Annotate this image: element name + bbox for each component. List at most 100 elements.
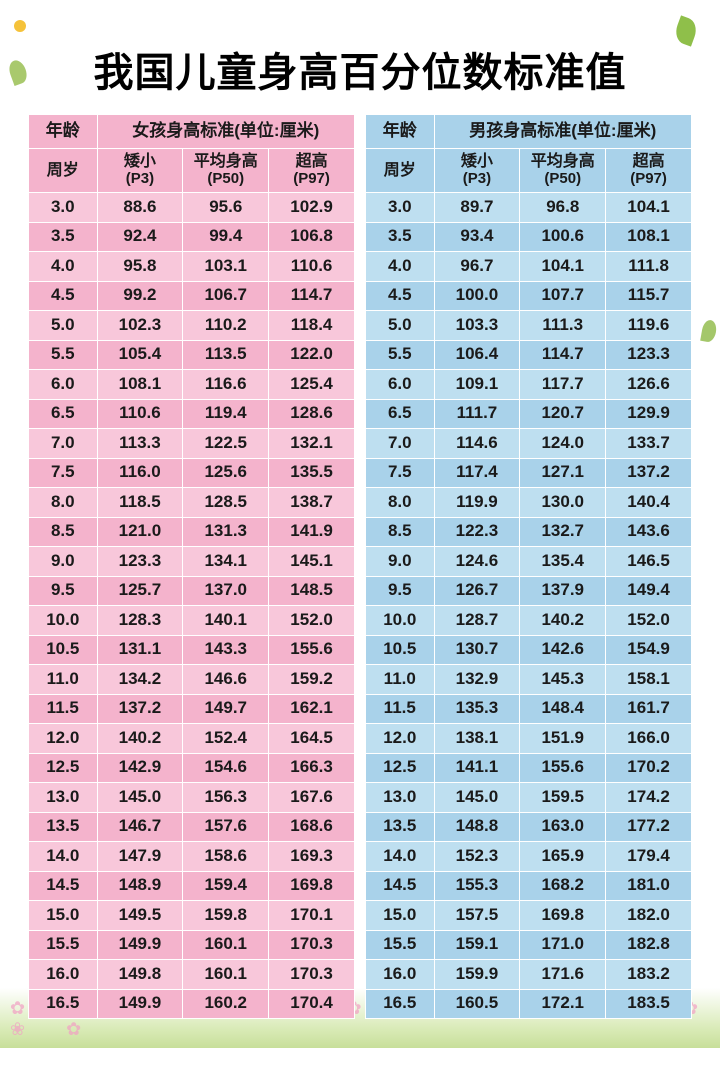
table-cell: 154.9 [606, 635, 692, 665]
table-cell: 96.8 [520, 193, 606, 223]
table-cell: 168.6 [269, 812, 355, 842]
p50-sub: (P50) [183, 171, 268, 188]
table-cell: 117.7 [520, 370, 606, 400]
table-cell: 124.6 [434, 547, 520, 577]
table-cell: 148.4 [520, 694, 606, 724]
table-cell: 164.5 [269, 724, 355, 754]
table-cell: 108.1 [606, 222, 692, 252]
table-row: 9.0123.3134.1145.1 [29, 547, 355, 577]
table-row: 7.5116.0125.6135.5 [29, 458, 355, 488]
table-cell: 12.5 [29, 753, 98, 783]
table-row: 15.0157.5169.8182.0 [366, 901, 692, 931]
table-cell: 6.0 [366, 370, 435, 400]
table-row: 10.0128.3140.1152.0 [29, 606, 355, 636]
table-cell: 16.0 [29, 960, 98, 990]
table-row: 15.5159.1171.0182.8 [366, 930, 692, 960]
table-row: 8.5122.3132.7143.6 [366, 517, 692, 547]
table-cell: 170.3 [269, 930, 355, 960]
p50-label: 平均身高 [194, 153, 258, 170]
table-cell: 160.1 [183, 960, 269, 990]
table-cell: 9.5 [366, 576, 435, 606]
table-cell: 166.0 [606, 724, 692, 754]
table-cell: 134.2 [97, 665, 183, 695]
table-cell: 161.7 [606, 694, 692, 724]
table-cell: 155.3 [434, 871, 520, 901]
boys-age-unit: 周岁 [366, 149, 435, 193]
girls-tbody: 3.088.695.6102.93.592.499.4106.84.095.81… [29, 193, 355, 1019]
table-row: 9.5125.7137.0148.5 [29, 576, 355, 606]
table-cell: 162.1 [269, 694, 355, 724]
table-cell: 9.0 [29, 547, 98, 577]
table-cell: 122.5 [183, 429, 269, 459]
table-cell: 103.3 [434, 311, 520, 341]
table-row: 6.5110.6119.4128.6 [29, 399, 355, 429]
table-cell: 168.2 [520, 871, 606, 901]
table-cell: 103.1 [183, 252, 269, 282]
table-cell: 114.7 [269, 281, 355, 311]
table-cell: 14.5 [29, 871, 98, 901]
table-cell: 148.8 [434, 812, 520, 842]
table-row: 13.5146.7157.6168.6 [29, 812, 355, 842]
table-cell: 159.9 [434, 960, 520, 990]
table-cell: 170.3 [269, 960, 355, 990]
table-cell: 141.9 [269, 517, 355, 547]
table-cell: 5.5 [29, 340, 98, 370]
table-cell: 15.0 [29, 901, 98, 931]
table-cell: 8.0 [29, 488, 98, 518]
table-cell: 3.0 [366, 193, 435, 223]
table-row: 15.0149.5159.8170.1 [29, 901, 355, 931]
p3-sub: (P3) [435, 171, 520, 188]
table-cell: 14.0 [29, 842, 98, 872]
table-cell: 135.5 [269, 458, 355, 488]
p50-sub: (P50) [520, 171, 605, 188]
table-cell: 130.0 [520, 488, 606, 518]
table-cell: 14.5 [366, 871, 435, 901]
table-cell: 172.1 [520, 989, 606, 1019]
table-cell: 152.0 [606, 606, 692, 636]
table-row: 7.5117.4127.1137.2 [366, 458, 692, 488]
table-cell: 117.4 [434, 458, 520, 488]
table-cell: 137.2 [97, 694, 183, 724]
table-cell: 119.9 [434, 488, 520, 518]
table-row: 9.0124.6135.4146.5 [366, 547, 692, 577]
table-cell: 6.5 [366, 399, 435, 429]
table-row: 7.0113.3122.5132.1 [29, 429, 355, 459]
table-cell: 9.0 [366, 547, 435, 577]
table-cell: 7.5 [366, 458, 435, 488]
table-row: 14.0147.9158.6169.3 [29, 842, 355, 872]
table-cell: 3.5 [29, 222, 98, 252]
table-cell: 157.5 [434, 901, 520, 931]
table-row: 12.5141.1155.6170.2 [366, 753, 692, 783]
girls-height-table: 年龄 女孩身高标准(单位:厘米) 周岁 矮小 (P3) 平均身高 (P50) 超… [28, 114, 355, 1019]
table-cell: 132.1 [269, 429, 355, 459]
p3-label: 矮小 [124, 153, 156, 170]
table-cell: 102.3 [97, 311, 183, 341]
table-row: 16.5149.9160.2170.4 [29, 989, 355, 1019]
girls-age-header: 年龄 [29, 115, 98, 149]
table-cell: 160.5 [434, 989, 520, 1019]
table-cell: 9.5 [29, 576, 98, 606]
table-cell: 148.5 [269, 576, 355, 606]
table-row: 3.089.796.8104.1 [366, 193, 692, 223]
table-cell: 149.5 [97, 901, 183, 931]
table-cell: 179.4 [606, 842, 692, 872]
table-cell: 10.5 [366, 635, 435, 665]
table-cell: 10.5 [29, 635, 98, 665]
table-cell: 4.0 [366, 252, 435, 282]
table-cell: 3.5 [366, 222, 435, 252]
table-cell: 137.9 [520, 576, 606, 606]
table-cell: 169.3 [269, 842, 355, 872]
table-cell: 131.3 [183, 517, 269, 547]
table-cell: 16.5 [29, 989, 98, 1019]
table-cell: 133.7 [606, 429, 692, 459]
boys-tbody: 3.089.796.8104.13.593.4100.6108.14.096.7… [366, 193, 692, 1019]
table-cell: 134.1 [183, 547, 269, 577]
table-cell: 171.0 [520, 930, 606, 960]
table-row: 13.0145.0159.5174.2 [366, 783, 692, 813]
table-cell: 152.3 [434, 842, 520, 872]
table-cell: 128.5 [183, 488, 269, 518]
table-cell: 100.0 [434, 281, 520, 311]
table-row: 11.5135.3148.4161.7 [366, 694, 692, 724]
table-cell: 4.5 [366, 281, 435, 311]
table-cell: 14.0 [366, 842, 435, 872]
